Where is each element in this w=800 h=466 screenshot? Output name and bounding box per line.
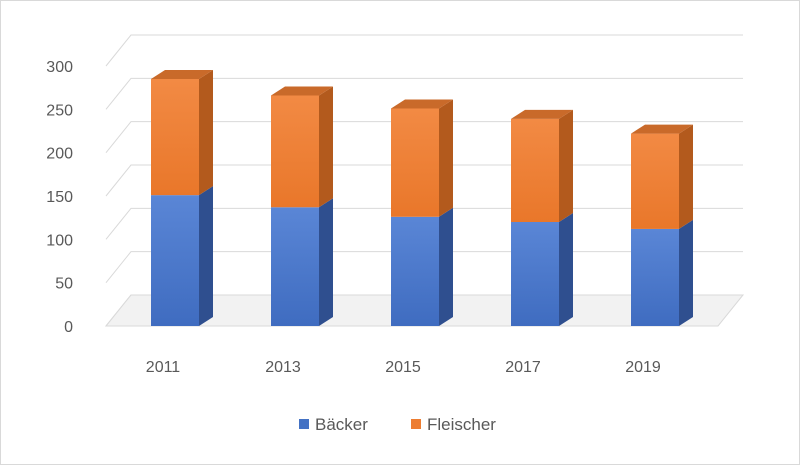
bar-top-2011 (151, 70, 213, 79)
bar-side-fleischer-2013 (319, 86, 333, 208)
bar-side-baecker-2017 (559, 213, 573, 326)
y-tick-label: 0 (64, 319, 73, 336)
legend-label: Bäcker (315, 415, 368, 434)
x-tick-label: 2011 (146, 359, 181, 376)
bar-segment-baecker-2011 (151, 195, 199, 326)
legend-swatch (411, 419, 421, 429)
legend-swatch (299, 419, 309, 429)
bar-segment-fleischer-2015 (391, 108, 439, 217)
bar-side-baecker-2011 (199, 186, 213, 326)
y-tick-label: 100 (46, 232, 73, 249)
bar-top-2019 (631, 124, 693, 134)
x-tick-label: 2017 (505, 359, 541, 376)
bar-side-baecker-2015 (439, 207, 453, 326)
bar-group-2015 (391, 99, 453, 326)
bar-segment-fleischer-2011 (151, 79, 199, 196)
gridlines (105, 34, 743, 327)
bar-segment-baecker-2017 (511, 222, 559, 326)
bar-side-fleischer-2019 (679, 124, 693, 229)
y-tick-label: 200 (46, 146, 73, 163)
y-tick-label: 150 (46, 189, 73, 206)
y-axis-ticks: 0 50 100 150 200 250 300 (46, 59, 73, 336)
bar-top-2015 (391, 99, 453, 109)
x-tick-label: 2013 (265, 359, 301, 376)
bar-segment-fleischer-2017 (511, 118, 559, 222)
legend-item-fleischer: Fleischer (411, 415, 496, 434)
legend-label: Fleischer (427, 415, 496, 434)
bar-segment-fleischer-2019 (631, 133, 679, 229)
bar-side-baecker-2019 (679, 219, 693, 326)
x-tick-label: 2015 (385, 359, 421, 376)
bar-group-2017 (511, 109, 573, 326)
legend-item-baecker: Bäcker (299, 415, 368, 434)
bar-group-2019 (631, 124, 693, 326)
bar-segment-baecker-2015 (391, 216, 439, 326)
x-tick-label: 2019 (625, 359, 661, 376)
bar-segment-baecker-2019 (631, 228, 679, 326)
bar-group-2013 (271, 86, 333, 326)
bar-segment-fleischer-2013 (271, 95, 319, 208)
bar-side-fleischer-2017 (559, 109, 573, 222)
bar-top-2017 (511, 109, 573, 119)
legend: Bäcker Fleischer (299, 415, 496, 434)
gridline (105, 34, 743, 67)
y-tick-label: 50 (55, 276, 73, 293)
bars (151, 70, 693, 326)
y-tick-label: 250 (46, 102, 73, 119)
bar-group-2011 (151, 70, 213, 326)
bar-side-fleischer-2015 (439, 99, 453, 217)
bar-side-fleischer-2011 (199, 70, 213, 196)
y-tick-label: 300 (46, 59, 73, 76)
bar-side-baecker-2013 (319, 198, 333, 326)
bar-top-2013 (271, 86, 333, 96)
bar-segment-baecker-2013 (271, 207, 319, 326)
x-axis-ticks: 2011 2013 2015 2017 2019 (146, 359, 661, 376)
gridline (105, 77, 743, 110)
